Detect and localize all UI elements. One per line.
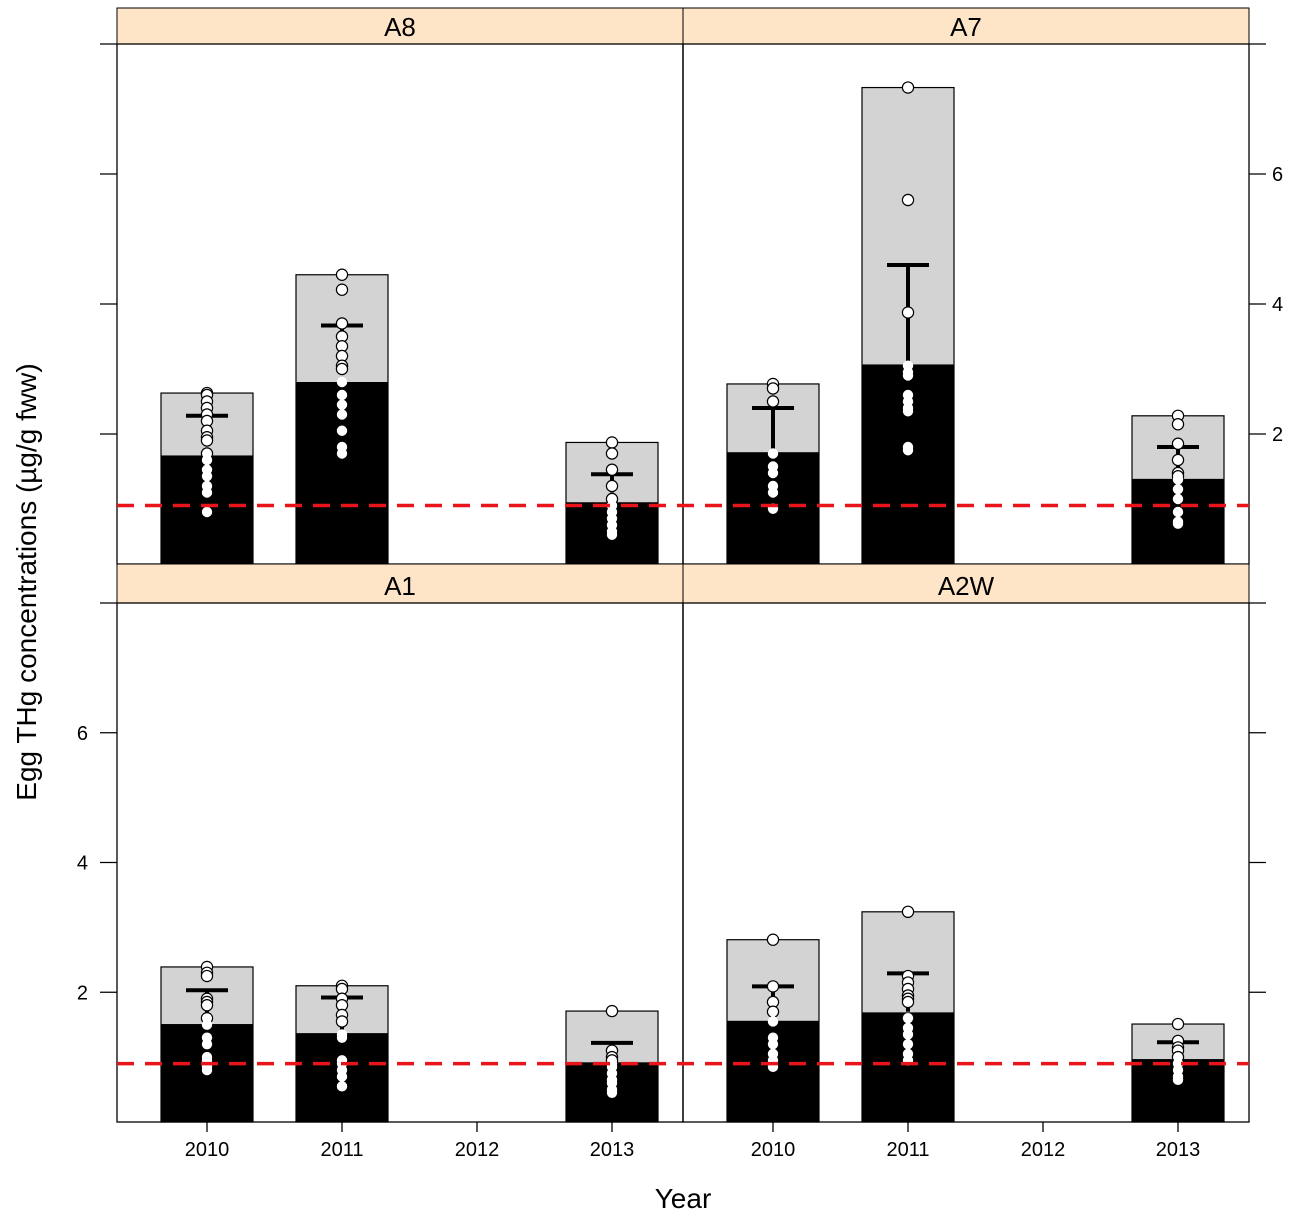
x-tick-label-2-2010: 2010 (751, 1139, 796, 1161)
point-a2w-2010-0 (766, 933, 780, 946)
point-a7-2010-2 (766, 395, 780, 408)
point-a7-2011-11 (902, 445, 914, 456)
point-a7-2013-3 (1171, 453, 1185, 467)
point-a8-2011-8 (336, 376, 348, 388)
point-a7-2013-7 (1172, 484, 1184, 495)
point-a8-2011-10 (336, 399, 348, 410)
strip-label-a8: A8 (384, 12, 416, 42)
panel-a7: A7 (682, 7, 1250, 565)
x-tick-label-1-2011: 2011 (320, 1139, 363, 1161)
point-a2w-2010-6 (767, 1038, 779, 1050)
point-a8-2013-10 (606, 529, 618, 540)
point-a7-2011-0 (901, 81, 915, 94)
point-a2w-2010-1 (766, 980, 780, 993)
point-a8-2011-7 (335, 362, 349, 376)
point-a7-2013-8 (1172, 493, 1184, 505)
point-a7-2010-1 (766, 382, 780, 395)
point-a7-2010-7 (767, 487, 779, 498)
point-a7-2013-11 (1172, 518, 1184, 529)
point-a7-2010-3 (767, 448, 779, 459)
y-tick-label-right-2: 2 (1272, 424, 1283, 446)
y-tick-label-right-4: 4 (1272, 294, 1283, 316)
point-a1-2011-5 (335, 1015, 349, 1028)
panel-a2w: A2W (682, 563, 1250, 1123)
point-a1-2011-7 (336, 1032, 348, 1043)
x-tick-label-2-2013: 2013 (1156, 1139, 1201, 1161)
x-tick-label-1-2010: 2010 (185, 1139, 230, 1161)
point-a8-2011-12 (336, 425, 348, 436)
point-a8-2011-14 (336, 448, 348, 459)
point-a7-2011-9 (902, 406, 914, 417)
point-a8-2010-10 (201, 454, 213, 466)
point-a8-2013-2 (605, 463, 619, 476)
axes-layer: 2 4 6 2 4 6 2010 2011 2012 2013 2010 2011 2012 2013 (77, 43, 1283, 1161)
y-tick-label-left-6: 6 (77, 723, 88, 745)
panels-layer: A8 A7 A1 A2W (116, 7, 1250, 1123)
y-tick-label-left-2: 2 (77, 982, 88, 1004)
point-a7-2010-5 (767, 467, 779, 479)
point-a8-2011-11 (336, 409, 348, 420)
point-a7-2013-2 (1171, 437, 1185, 450)
x-axis-title: Year (655, 1183, 712, 1214)
point-a2w-2011-6 (901, 995, 915, 1009)
point-a7-2013-9 (1172, 506, 1184, 518)
strip-a2w (682, 563, 1250, 604)
strip-label-a2w: A2W (938, 571, 995, 601)
point-a8-2011-0 (335, 268, 349, 281)
point-a7-2011-5 (902, 370, 914, 381)
point-a2w-2011-9 (902, 1029, 914, 1040)
point-a2w-2011-10 (902, 1038, 914, 1050)
y-axis-title: Egg THg concentrations (µg/g fww) (11, 363, 42, 800)
point-a8-2013-0 (605, 436, 619, 449)
point-a8-2010-8 (200, 434, 214, 447)
point-a2w-2011-0 (901, 905, 915, 919)
x-tick-label-1-2012: 2012 (455, 1139, 500, 1161)
point-a2w-2011-7 (902, 1013, 914, 1024)
strip-a8 (116, 7, 684, 45)
point-a1-2011-12 (336, 1081, 348, 1092)
point-a8-2010-15 (201, 506, 213, 518)
point-a7-2011-2 (901, 306, 915, 319)
point-a2w-2013-8 (1172, 1074, 1184, 1086)
x-tick-label-2-2012: 2012 (1021, 1139, 1066, 1161)
point-a1-2013-10 (606, 1087, 618, 1099)
y-tick-label-right-6: 6 (1272, 164, 1283, 186)
point-a2w-2010-4 (767, 1016, 779, 1027)
point-a2w-2013-0 (1171, 1017, 1185, 1031)
point-a1-2010-9 (201, 1038, 213, 1050)
point-a1-2010-2 (200, 969, 214, 983)
point-a8-2013-3 (605, 479, 619, 493)
point-a8-2010-14 (201, 487, 213, 498)
y-tick-label-left-4: 4 (77, 853, 88, 875)
point-a8-2011-2 (335, 317, 349, 330)
point-a7-2013-6 (1172, 474, 1184, 485)
strip-a7 (682, 7, 1250, 45)
panel-a1: A1 (116, 563, 684, 1123)
strip-label-a1: A1 (384, 571, 416, 601)
strip-label-a7: A7 (950, 12, 982, 42)
point-a1-2013-0 (605, 1004, 619, 1018)
panel-a8: A8 (116, 7, 684, 565)
point-a8-2013-1 (605, 447, 619, 460)
point-a1-2010-7 (201, 1019, 213, 1030)
x-tick-label-1-2013: 2013 (590, 1139, 635, 1161)
x-tick-label-2-2011: 2011 (886, 1139, 929, 1161)
point-a1-2010-13 (201, 1064, 213, 1076)
point-a8-2011-9 (336, 389, 348, 401)
point-a8-2010-12 (201, 471, 213, 482)
strip-a1 (116, 563, 684, 604)
point-a1-2011-11 (336, 1071, 348, 1082)
point-a8-2011-1 (335, 283, 349, 296)
point-a7-2011-1 (901, 193, 915, 207)
point-a7-2013-1 (1171, 418, 1185, 431)
point-a2w-2010-3 (766, 1005, 780, 1018)
point-a1-2010-5 (200, 999, 214, 1012)
